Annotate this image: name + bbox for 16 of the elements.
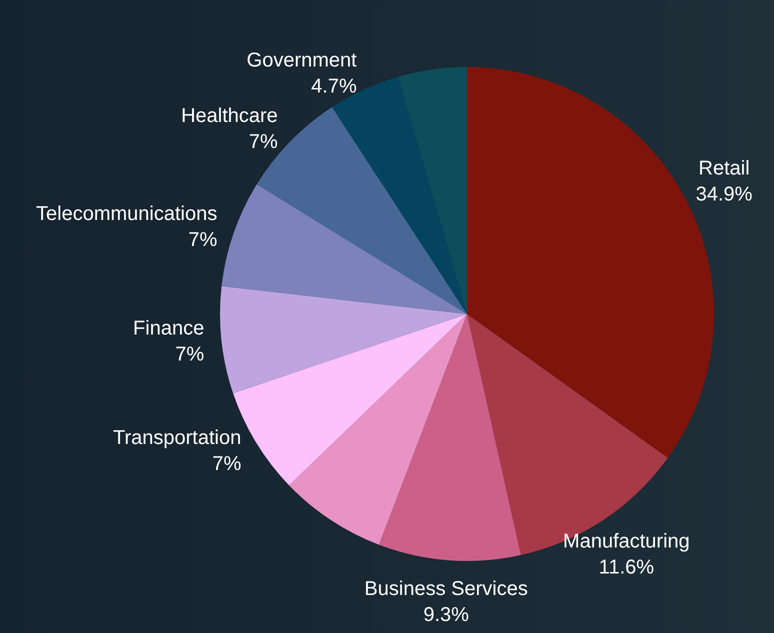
slice-label: Healthcare xyxy=(181,104,278,127)
slice-label: Retail xyxy=(698,158,750,180)
data-label: 4.7% xyxy=(311,75,357,98)
slice-label: Manufacturing xyxy=(563,530,690,553)
data-label: 7% xyxy=(188,229,218,252)
slice-label: Telecommunications xyxy=(36,203,218,226)
data-label: 34.9% xyxy=(696,184,753,206)
slice-label: Government xyxy=(246,49,358,72)
data-label: 7% xyxy=(248,130,278,153)
data-label: 11.6% xyxy=(598,556,654,579)
data-label: 7% xyxy=(175,344,204,366)
slice-label: Finance xyxy=(133,318,204,340)
slice-label: Transportation xyxy=(113,426,242,449)
slice-label: Business Services xyxy=(364,578,528,600)
data-label: 7% xyxy=(212,452,242,475)
data-label: 9.3% xyxy=(423,604,470,626)
